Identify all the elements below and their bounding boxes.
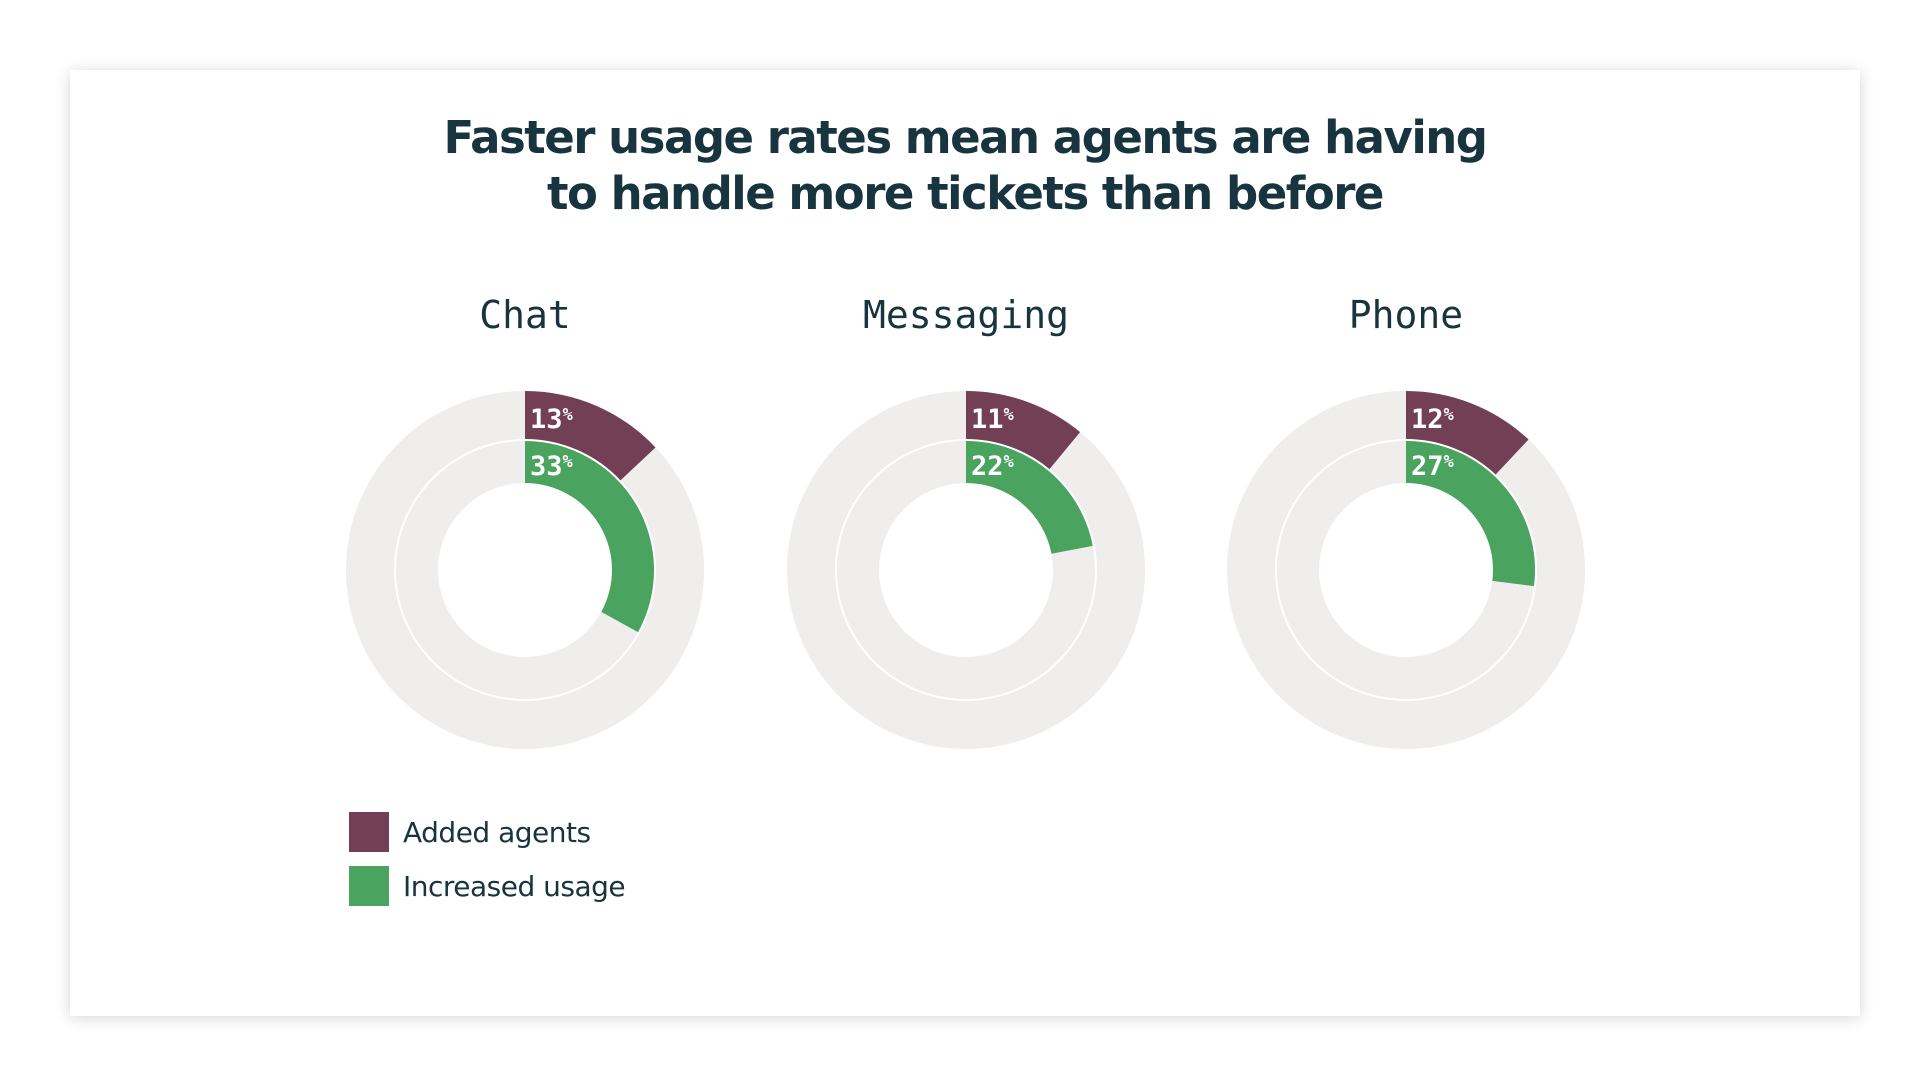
increased-usage-value-phone: 27%: [1411, 451, 1455, 482]
added-agents-arc-messaging: [966, 391, 1081, 470]
donut-name-messaging: Messaging: [863, 293, 1069, 337]
chart-title-line-1: Faster usage rates mean agents are havin…: [443, 111, 1489, 164]
increased-usage-value-messaging: 22%: [971, 451, 1015, 482]
donut-phone: Phone 12% 27%: [1226, 293, 1586, 749]
legend-swatch-added-agents: [349, 812, 389, 852]
legend: Added agents Increased usage: [349, 812, 626, 920]
added-agents-value-messaging: 11%: [971, 404, 1015, 435]
increased-usage-arc-chat: [525, 441, 655, 633]
increased-usage-value-chat: 33%: [530, 451, 574, 482]
donut-messaging: Messaging 11% 22%: [786, 293, 1146, 749]
legend-label-increased-usage: Increased usage: [403, 869, 626, 903]
donut-chat: Chat 13% 33%: [345, 293, 705, 749]
legend-item-added-agents: Added agents: [349, 812, 625, 852]
increased-usage-arc-phone: [1406, 441, 1535, 587]
added-agents-value-phone: 12%: [1411, 404, 1455, 435]
increased-usage-arc-messaging: [966, 441, 1093, 554]
chart-title-line-2: to handle more tickets than before: [547, 167, 1384, 220]
added-agents-arc-phone: [1406, 391, 1529, 475]
added-agents-value-chat: 13%: [530, 404, 574, 435]
donut-name-chat: Chat: [479, 293, 571, 337]
donut-name-phone: Phone: [1349, 293, 1463, 337]
donut-charts: Chat 13% 33% Messaging 11% 22% Phone 12% 27%: [345, 293, 1586, 749]
chart-title: Faster usage rates mean agents are havin…: [70, 110, 1860, 222]
legend-label-added-agents: Added agents: [403, 815, 591, 849]
legend-swatch-increased-usage: [349, 866, 389, 906]
legend-item-increased-usage: Increased usage: [349, 866, 626, 906]
chart-card: Faster usage rates mean agents are havin…: [70, 70, 1860, 1016]
added-agents-arc-chat: [525, 391, 656, 481]
